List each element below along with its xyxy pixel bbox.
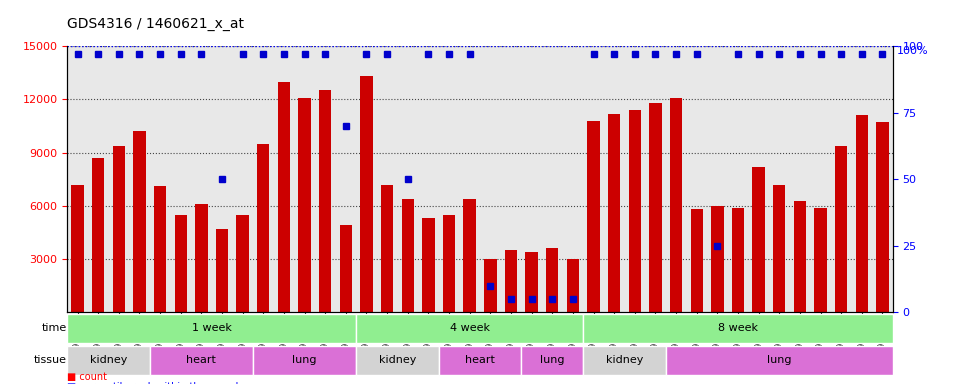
FancyBboxPatch shape <box>356 346 439 375</box>
Bar <box>360 76 372 313</box>
Bar <box>133 131 146 313</box>
Text: ■ count: ■ count <box>67 372 108 382</box>
Text: 8 week: 8 week <box>718 323 758 333</box>
FancyBboxPatch shape <box>666 346 893 375</box>
Bar <box>753 167 765 313</box>
Text: tissue: tissue <box>35 355 67 365</box>
Bar <box>236 215 249 313</box>
Bar <box>732 208 744 313</box>
Text: ■ percentile rank within the sample: ■ percentile rank within the sample <box>67 382 245 384</box>
Bar <box>401 199 414 313</box>
Text: heart: heart <box>465 355 495 365</box>
FancyBboxPatch shape <box>67 346 150 375</box>
FancyBboxPatch shape <box>253 346 356 375</box>
FancyBboxPatch shape <box>356 314 584 343</box>
Bar <box>588 121 600 313</box>
Bar <box>835 146 848 313</box>
Bar <box>71 185 84 313</box>
FancyBboxPatch shape <box>584 346 666 375</box>
Text: lung: lung <box>767 355 792 365</box>
FancyBboxPatch shape <box>150 346 253 375</box>
Text: kidney: kidney <box>90 355 127 365</box>
Bar <box>566 259 579 313</box>
Bar <box>92 158 105 313</box>
Bar <box>814 208 827 313</box>
FancyBboxPatch shape <box>67 314 356 343</box>
Bar <box>484 259 496 313</box>
Bar <box>855 115 868 313</box>
Text: kidney: kidney <box>379 355 416 365</box>
Bar <box>608 114 620 313</box>
Bar <box>629 110 641 313</box>
Bar <box>299 98 311 313</box>
Text: lung: lung <box>292 355 317 365</box>
Bar <box>319 91 331 313</box>
Bar <box>690 209 703 313</box>
Bar <box>649 103 661 313</box>
Bar <box>422 218 435 313</box>
Bar <box>505 250 517 313</box>
Bar <box>154 186 166 313</box>
Bar <box>195 204 207 313</box>
Bar <box>381 185 394 313</box>
Text: GDS4316 / 1460621_x_at: GDS4316 / 1460621_x_at <box>67 17 244 31</box>
Text: 4 week: 4 week <box>449 323 490 333</box>
Bar <box>216 229 228 313</box>
Text: 1 week: 1 week <box>192 323 231 333</box>
Bar <box>794 200 806 313</box>
Bar <box>340 225 352 313</box>
Text: 100%: 100% <box>897 46 928 56</box>
Bar <box>257 144 270 313</box>
Bar <box>773 185 785 313</box>
Bar <box>711 206 724 313</box>
Bar <box>112 146 125 313</box>
Text: time: time <box>42 323 67 333</box>
Bar <box>175 215 187 313</box>
Bar <box>464 199 476 313</box>
Text: heart: heart <box>186 355 216 365</box>
Bar <box>525 252 538 313</box>
Text: lung: lung <box>540 355 564 365</box>
Bar <box>670 98 683 313</box>
FancyBboxPatch shape <box>439 346 521 375</box>
Bar <box>546 248 559 313</box>
FancyBboxPatch shape <box>521 346 584 375</box>
Bar <box>277 81 290 313</box>
Text: kidney: kidney <box>606 355 643 365</box>
FancyBboxPatch shape <box>584 314 893 343</box>
Bar <box>876 122 889 313</box>
Bar <box>443 215 455 313</box>
